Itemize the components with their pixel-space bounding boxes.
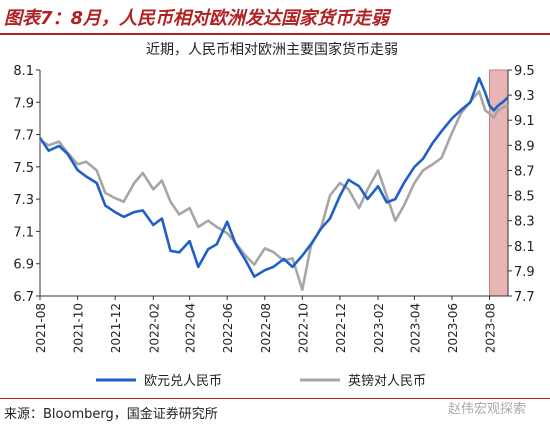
right-tick-label: 8.3 xyxy=(514,215,535,230)
title-rule xyxy=(0,33,550,35)
right-tick-label: 7.9 xyxy=(514,265,535,280)
right-tick-label: 8.7 xyxy=(514,164,535,179)
x-tick-label: 2022-04 xyxy=(184,303,198,353)
right-tick-label: 8.9 xyxy=(514,139,535,154)
x-tick-label: 2023-02 xyxy=(372,303,386,353)
x-tick-label: 2023-06 xyxy=(446,303,460,353)
watermark: 赵伟宏观探索 xyxy=(448,402,527,417)
x-tick-label: 2021-08 xyxy=(34,303,48,353)
x-tick-label: 2022-08 xyxy=(259,303,273,353)
legend-gbp-label: 英镑对人民币 xyxy=(348,373,426,389)
x-tick-label: 2022-06 xyxy=(221,303,235,353)
series-line-gbp xyxy=(39,90,509,291)
right-tick-label: 9.1 xyxy=(514,114,535,129)
x-tick-label: 2023-08 xyxy=(484,303,498,353)
x-tick-label: 2021-10 xyxy=(72,303,86,353)
axes-layer: 6.7 6.9 7.1 7.3 7.5 7.7 7.9 8.1 7.7 7.9 8.1 8.3 8.5 8… xyxy=(13,64,534,353)
right-tick-label: 7.7 xyxy=(514,290,535,305)
figure-title: 图表7：8月，人民币相对欧洲发达国家货币走弱 xyxy=(4,8,390,29)
chart: 近期，人民币相对欧洲主要国家货币走弱 6.7 6.9 7.1 7.3 7.5 7.7 7.9… xyxy=(13,41,534,389)
chart-subtitle: 近期，人民币相对欧洲主要国家货币走弱 xyxy=(146,41,398,58)
left-tick-label: 8.1 xyxy=(13,64,34,79)
left-tick-label: 7.7 xyxy=(13,129,34,144)
legend-eur-label: 欧元兑人民币 xyxy=(144,374,222,389)
series-layer xyxy=(38,76,509,291)
right-tick-label: 8.5 xyxy=(514,190,535,205)
series-line-eur xyxy=(38,76,509,278)
right-tick-label: 9.3 xyxy=(514,89,535,104)
x-tick-label: 2022-02 xyxy=(147,303,161,353)
left-tick-label: 7.5 xyxy=(13,161,34,176)
left-tick-label: 7.1 xyxy=(13,225,34,240)
x-tick-label: 2022-12 xyxy=(334,303,348,353)
left-tick-label: 6.9 xyxy=(13,258,34,273)
legend: 欧元兑人民币 英镑对人民币 xyxy=(96,373,426,389)
left-tick-label: 6.7 xyxy=(13,290,34,305)
x-tick-label: 2021-12 xyxy=(109,303,123,353)
x-tick-label: 2023-04 xyxy=(408,303,422,353)
left-tick-label: 7.3 xyxy=(13,193,34,208)
right-tick-label: 9.5 xyxy=(514,64,535,79)
right-tick-label: 8.1 xyxy=(514,240,535,255)
left-tick-label: 7.9 xyxy=(13,96,34,111)
source-rule xyxy=(0,398,550,399)
source-note: 来源：Bloomberg，国金证券研究所 xyxy=(4,407,218,422)
x-tick-label: 2022-10 xyxy=(296,303,310,353)
